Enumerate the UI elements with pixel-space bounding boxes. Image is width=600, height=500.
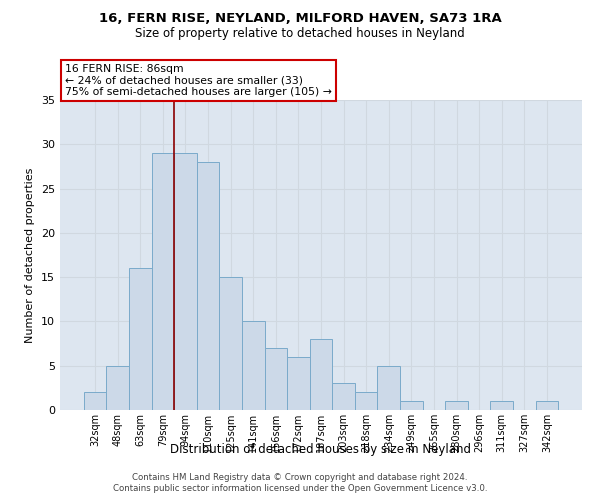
- Bar: [287, 357, 310, 410]
- Text: Contains public sector information licensed under the Open Government Licence v3: Contains public sector information licen…: [113, 484, 487, 493]
- Bar: [400, 401, 422, 410]
- Bar: [84, 392, 106, 410]
- Bar: [265, 348, 287, 410]
- Bar: [310, 339, 332, 410]
- Text: Size of property relative to detached houses in Neyland: Size of property relative to detached ho…: [135, 28, 465, 40]
- Text: Distribution of detached houses by size in Neyland: Distribution of detached houses by size …: [170, 442, 472, 456]
- Bar: [174, 153, 197, 410]
- Bar: [355, 392, 377, 410]
- Text: 16, FERN RISE, NEYLAND, MILFORD HAVEN, SA73 1RA: 16, FERN RISE, NEYLAND, MILFORD HAVEN, S…: [98, 12, 502, 26]
- Bar: [129, 268, 152, 410]
- Bar: [220, 277, 242, 410]
- Bar: [197, 162, 220, 410]
- Text: 16 FERN RISE: 86sqm
← 24% of detached houses are smaller (33)
75% of semi-detach: 16 FERN RISE: 86sqm ← 24% of detached ho…: [65, 64, 332, 97]
- Bar: [445, 401, 468, 410]
- Bar: [377, 366, 400, 410]
- Bar: [242, 322, 265, 410]
- Bar: [332, 384, 355, 410]
- Text: Contains HM Land Registry data © Crown copyright and database right 2024.: Contains HM Land Registry data © Crown c…: [132, 472, 468, 482]
- Bar: [152, 153, 174, 410]
- Bar: [536, 401, 558, 410]
- Y-axis label: Number of detached properties: Number of detached properties: [25, 168, 35, 342]
- Bar: [490, 401, 513, 410]
- Bar: [106, 366, 129, 410]
